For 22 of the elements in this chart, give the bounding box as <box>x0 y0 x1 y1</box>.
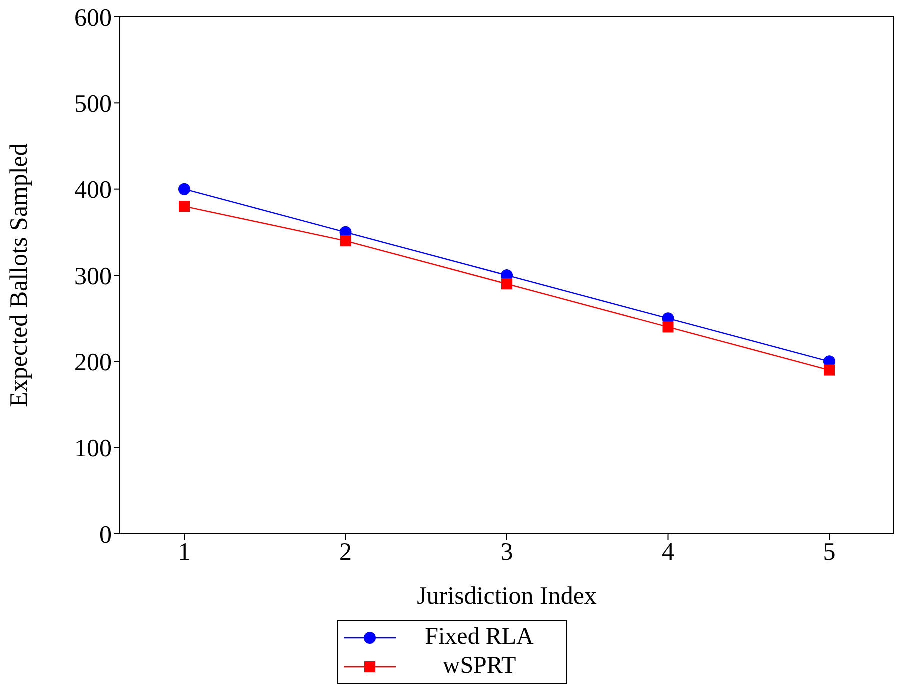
point <box>179 201 190 212</box>
y-tick-label: 200 <box>74 350 112 377</box>
y-tick-label: 100 <box>74 436 112 463</box>
y-axis-title: Expected Ballots Sampled <box>6 143 33 408</box>
point <box>502 278 512 290</box>
x-tick-label: 2 <box>340 538 352 566</box>
x-tick-label: 5 <box>823 538 836 566</box>
y-tick-label: 500 <box>74 91 112 118</box>
y-tick-label: 600 <box>74 4 112 32</box>
point <box>340 236 352 247</box>
y-tick-label: 300 <box>74 263 112 290</box>
point <box>178 183 190 196</box>
point <box>662 322 674 333</box>
x-axis-title: Jurisdiction Index <box>417 583 598 610</box>
y-tick-label: 0 <box>100 522 112 549</box>
legend-label: wSPRT <box>442 653 518 680</box>
x-tick-label: 4 <box>662 538 675 566</box>
y-tick-label: 400 <box>74 177 112 204</box>
point <box>824 364 835 376</box>
legend-label: Fixed RLA <box>424 624 535 651</box>
x-tick-label: 3 <box>500 538 514 566</box>
x-tick-label: 1 <box>178 538 191 566</box>
